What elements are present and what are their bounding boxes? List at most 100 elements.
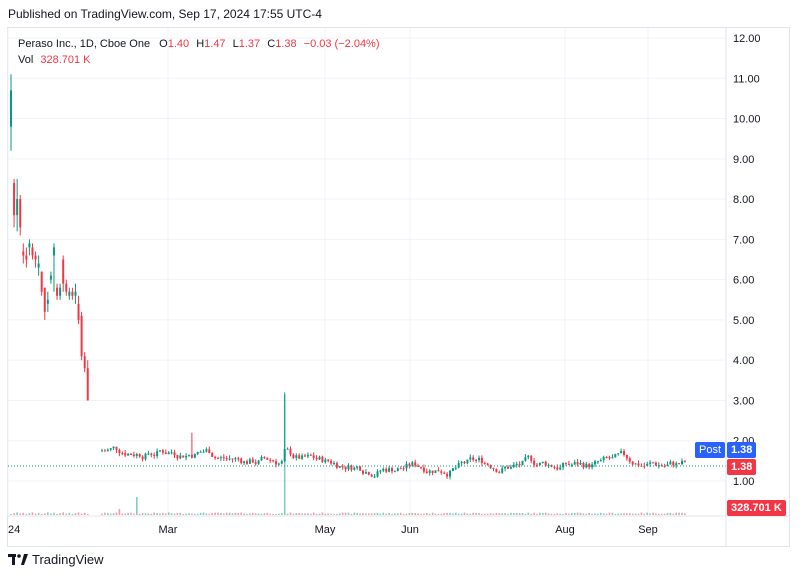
volume-bar [214, 512, 216, 515]
candle-body [446, 473, 449, 477]
candle-body [257, 460, 260, 464]
candle-body [376, 471, 379, 477]
candle-body [68, 291, 71, 296]
candle-body [666, 464, 669, 466]
volume-bar [597, 513, 599, 515]
candle-body [65, 283, 68, 292]
post-price-tag: 1.38 [727, 442, 757, 458]
volume-bar [13, 513, 15, 515]
volume-bar [626, 513, 628, 515]
volume-bar [397, 513, 399, 515]
volume-bar [585, 513, 588, 515]
volume-bar [225, 512, 228, 515]
volume-bar [588, 512, 590, 515]
candle-body [382, 468, 385, 471]
volume-row: Vol 328.701 K [18, 52, 380, 68]
volume-bar [167, 512, 170, 515]
volume-bar [159, 513, 161, 515]
volume-bar [550, 513, 553, 515]
low-value: 1.37 [238, 38, 261, 50]
volume-bar [611, 512, 614, 515]
volume-bar [466, 513, 469, 515]
volume-bar [336, 513, 338, 515]
candle-body [428, 470, 431, 473]
volume-bar [672, 513, 675, 515]
candle-body [669, 461, 672, 465]
price-axis-layer: 12.00 11.00 10.00 9.00 8.00 7.00 6.00 5.00 4.00 3… [8, 28, 790, 546]
volume-bar [370, 513, 373, 515]
volume-bar [202, 512, 205, 515]
open-value: 1.40 [167, 38, 190, 50]
x-tick-label: Sep [638, 524, 658, 536]
candle-body [225, 458, 228, 460]
candle-body [315, 457, 318, 460]
candle-body [385, 468, 388, 472]
volume-bar [136, 497, 138, 515]
candle-body [443, 472, 446, 474]
candle-body [185, 455, 188, 458]
candle-body [480, 457, 483, 463]
volume-bar [579, 512, 582, 515]
volume-bar [640, 512, 643, 515]
volume-bar [176, 512, 179, 515]
volume-bar [289, 512, 292, 515]
volume-bar [631, 513, 634, 515]
volume-bar [617, 513, 619, 515]
candle-body [234, 458, 237, 460]
candle-body [489, 464, 492, 469]
volume-bar [196, 513, 199, 515]
candle-body [251, 459, 254, 463]
candle-body [59, 287, 62, 296]
volume-bar [83, 512, 86, 515]
candle-body [431, 470, 434, 473]
candle-body [147, 453, 150, 455]
volume-bar [301, 513, 303, 515]
volume-bar [185, 513, 187, 515]
candle-body [135, 454, 138, 457]
y-tick-label: 8.00 [733, 194, 754, 206]
volume-bar [368, 513, 370, 515]
candle-body [182, 455, 185, 458]
volume-bar [16, 512, 18, 515]
volume-bar [423, 513, 425, 515]
candle-body [675, 463, 678, 466]
volume-bar [50, 513, 52, 515]
volume-bar [434, 513, 437, 515]
candle-body [654, 462, 657, 466]
candle-body [306, 454, 309, 457]
candle-body [475, 459, 478, 461]
volume-bar [658, 513, 660, 515]
candle-body [141, 456, 144, 460]
volume-bar [22, 512, 25, 515]
candle-body [144, 453, 147, 460]
candle-body [379, 470, 382, 472]
volume-bar [257, 513, 260, 515]
candle-body [263, 457, 266, 459]
volume-bar [188, 513, 190, 515]
candle-body [634, 463, 637, 465]
candle-body [527, 455, 530, 458]
candle-body [22, 251, 25, 256]
volume-bar [118, 509, 121, 515]
volume-bar [649, 513, 651, 515]
candle-body [312, 455, 315, 458]
y-tick-label: 5.00 [733, 315, 754, 327]
volume-bar [266, 512, 269, 515]
candle-body [570, 464, 573, 466]
candle-body [327, 459, 330, 461]
candle-body [672, 461, 675, 466]
candle-layer [10, 74, 686, 480]
volume-bar [307, 513, 309, 515]
candle-body [359, 466, 362, 471]
volume-bar [269, 513, 271, 515]
candle-body [301, 455, 304, 459]
volume-bar [205, 513, 208, 515]
candle-body [483, 462, 486, 464]
candle-body [486, 463, 489, 465]
candle-body [472, 457, 475, 460]
volume-bar [59, 513, 61, 515]
tradingview-logo[interactable]: TradingView [8, 552, 104, 567]
volume-bar [382, 512, 385, 515]
volume-bar [278, 513, 280, 515]
